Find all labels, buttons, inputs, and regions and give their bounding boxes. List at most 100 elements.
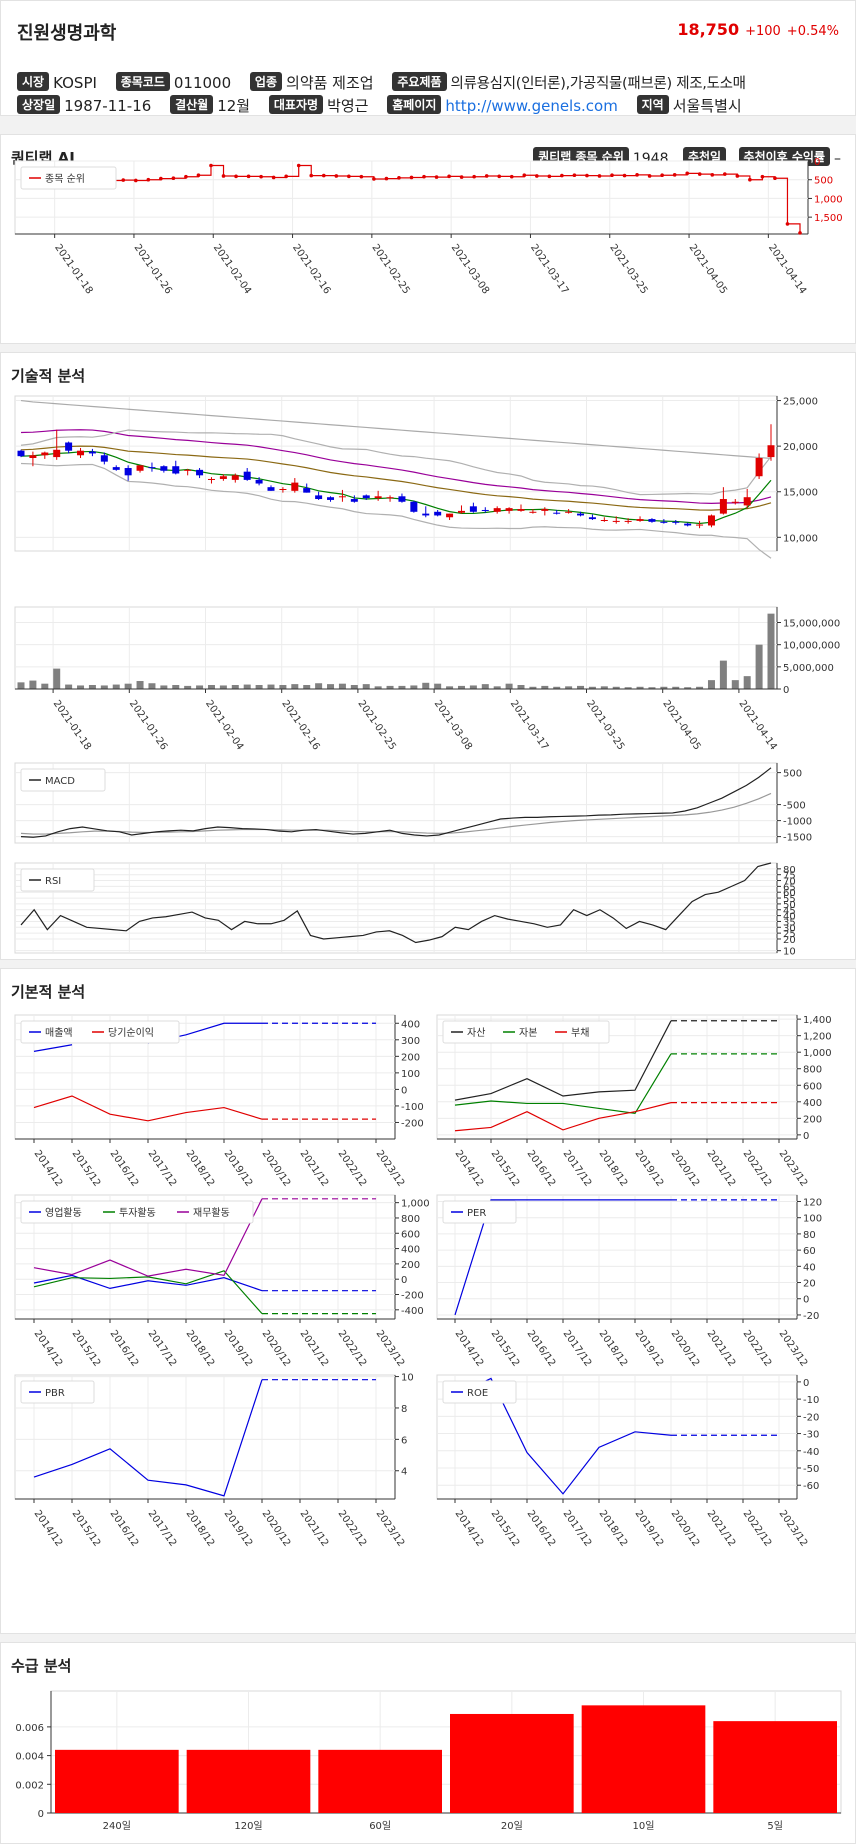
revenue-y-tick-label: 0 bbox=[401, 1085, 407, 1096]
candle-body bbox=[577, 513, 585, 516]
rank-y-tick-label: 1,500 bbox=[814, 213, 843, 224]
assets-x-tick-label: 2014/12 bbox=[453, 1148, 486, 1188]
rsi-y-tick-label: 35 bbox=[783, 917, 796, 928]
volume-bar bbox=[755, 644, 763, 689]
volume-y-tick-label: 0 bbox=[783, 685, 789, 696]
rank-point bbox=[509, 174, 514, 179]
assets-y-tick-label: 1,400 bbox=[803, 1015, 832, 1026]
candle-body bbox=[303, 488, 311, 493]
volume-bar bbox=[207, 685, 215, 689]
volume-bar bbox=[481, 684, 489, 689]
revenue-x-tick-label: 2019/12 bbox=[222, 1148, 255, 1188]
technical-title: 기술적 분석 bbox=[11, 367, 86, 385]
homepage-link[interactable]: http://www.genels.com bbox=[445, 97, 618, 115]
candle-body bbox=[315, 495, 323, 500]
assets-y-tick-label: 600 bbox=[803, 1081, 822, 1092]
assets-x-tick-label: 2018/12 bbox=[597, 1148, 630, 1188]
roe-y-tick-label: -50 bbox=[803, 1464, 819, 1475]
candle-body bbox=[684, 523, 692, 526]
info-row-1: 시장 KOSPI 종목코드 011000 업종 의약품 제조업 주요제품 의류용심지(인… bbox=[17, 72, 746, 93]
rsi-y-tick-label: 60 bbox=[783, 888, 796, 899]
volume-bar bbox=[600, 686, 608, 689]
candle-body bbox=[112, 467, 120, 470]
volume-bar bbox=[446, 686, 454, 689]
assets-y-tick-label: 1,000 bbox=[803, 1048, 832, 1059]
candle-y-tick-label: 10,000 bbox=[783, 533, 818, 544]
roe-y-tick-label: -10 bbox=[803, 1395, 819, 1406]
volume-bar bbox=[517, 685, 525, 689]
rank-point bbox=[622, 173, 627, 178]
rank-y-tick-label: 500 bbox=[814, 176, 833, 187]
candle-body bbox=[588, 517, 596, 520]
rank-point bbox=[397, 176, 401, 180]
ma5-line bbox=[20, 450, 772, 525]
per-y-tick-label: 40 bbox=[803, 1262, 816, 1273]
candle-body bbox=[196, 469, 204, 476]
rank-point bbox=[434, 175, 439, 179]
candle-body bbox=[327, 497, 335, 500]
rank-point bbox=[447, 174, 451, 179]
rank-legend-label: 종목 순위 bbox=[45, 172, 85, 185]
volume-bar bbox=[660, 686, 668, 689]
assets-y-tick-label: 200 bbox=[803, 1114, 822, 1125]
industry-value: 의약품 제조업 bbox=[286, 74, 374, 92]
roe-y-tick-label: -60 bbox=[803, 1481, 819, 1492]
legend-box bbox=[442, 1200, 517, 1224]
volume-bar bbox=[588, 686, 596, 689]
candle-body bbox=[755, 458, 763, 477]
fiscal-value: 12월 bbox=[217, 97, 251, 115]
cashflow-y-tick-label: -400 bbox=[401, 1306, 424, 1317]
volume-bar bbox=[243, 684, 251, 689]
stock-price: 18,750 +100 +0.54% bbox=[677, 20, 839, 39]
technical-panel: 기술적 분석 10,000 15,000 20,000 25,000 0 5,000,00… bbox=[0, 352, 856, 960]
supply-bar bbox=[450, 1713, 574, 1813]
volume-bar bbox=[612, 686, 620, 689]
rank-point bbox=[296, 163, 301, 168]
volume-bar bbox=[350, 685, 358, 689]
info-row-2: 상장일 1987-11-16 결산월 12월 대표자명 박영근 홈페이지 http://… bbox=[17, 95, 756, 116]
macd-legend-label: MACD bbox=[45, 776, 75, 787]
volume-bar bbox=[41, 683, 49, 689]
volume-bar bbox=[398, 685, 406, 689]
volume-bar bbox=[624, 687, 632, 689]
volume-bar bbox=[65, 684, 73, 689]
cashflow-y-tick-label: 400 bbox=[401, 1245, 420, 1256]
rank-point bbox=[384, 176, 389, 181]
rsi-y-tick-label: 10 bbox=[783, 947, 796, 958]
rank-y-tick-label: 0 bbox=[814, 157, 820, 168]
roe-x-tick-label: 2019/12 bbox=[633, 1508, 666, 1548]
volume-x-tick-label: 2021-03-17 bbox=[508, 698, 550, 752]
rank-point bbox=[121, 178, 126, 182]
rank-point bbox=[748, 177, 752, 182]
supply-chart: 0 0.002 0.004 0.006 240일 120일 60일 20일 10일 5일 bbox=[15, 1690, 842, 1832]
per-x-tick-label: 2019/12 bbox=[633, 1328, 666, 1368]
price-value: 18,750 bbox=[677, 20, 740, 39]
roe-x-tick-label: 2020/12 bbox=[669, 1508, 702, 1548]
volume-bar bbox=[77, 685, 85, 689]
rank-point bbox=[497, 174, 502, 179]
rsi-y-tick-label: 75 bbox=[783, 871, 796, 882]
volume-bar bbox=[315, 683, 323, 689]
revenue-legend-label: 당기순이익 bbox=[108, 1027, 154, 1039]
rank-point bbox=[522, 173, 527, 178]
rank-point bbox=[547, 174, 552, 179]
rank-point bbox=[723, 172, 727, 176]
rank-x-tick-label: 2021-03-17 bbox=[528, 242, 570, 296]
cashflow-y-tick-label: -200 bbox=[401, 1291, 424, 1302]
rsi-y-tick-label: 70 bbox=[783, 877, 796, 888]
per-y-tick-label: 0 bbox=[803, 1295, 809, 1306]
candle-body bbox=[338, 496, 346, 498]
volume-bar bbox=[469, 685, 477, 689]
per-x-tick-label: 2020/12 bbox=[669, 1328, 702, 1368]
code-value: 011000 bbox=[173, 74, 232, 92]
legend-box bbox=[20, 768, 106, 792]
candle-body bbox=[231, 475, 239, 480]
candle-body bbox=[291, 482, 299, 491]
roe-x-tick-label: 2022/12 bbox=[741, 1508, 774, 1548]
ceo-value: 박영근 bbox=[327, 97, 369, 115]
volume-y-tick-label: 10,000,000 bbox=[783, 641, 840, 652]
roe-x-tick-label: 2023/12 bbox=[777, 1508, 810, 1548]
supply-y-tick-label: 0.006 bbox=[15, 1723, 44, 1734]
candle-body bbox=[350, 499, 358, 502]
volume-bar bbox=[184, 685, 192, 689]
